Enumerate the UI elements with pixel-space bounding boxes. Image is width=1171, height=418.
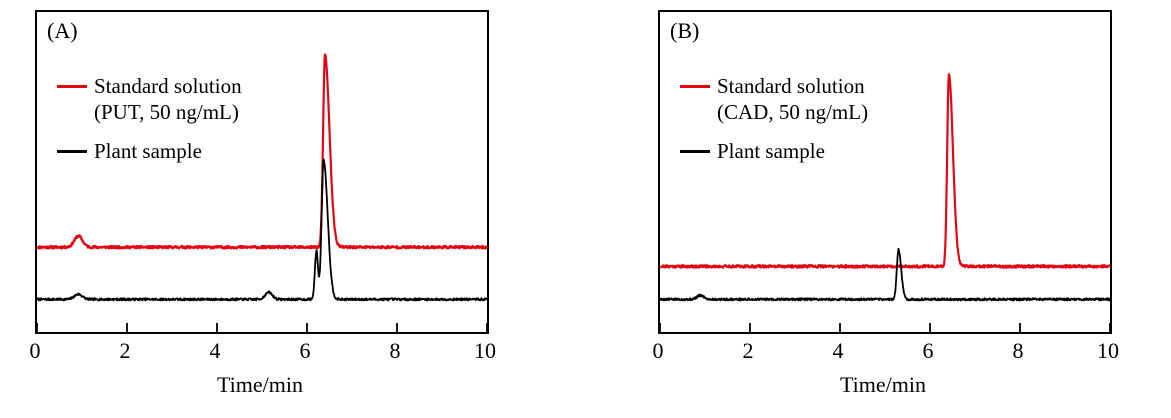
- x-tick-label: 4: [832, 338, 844, 363]
- legend-sublabel-standard: (CAD, 50 ng/mL): [717, 99, 869, 124]
- legend-item-plant: Plant sample: [57, 139, 242, 165]
- x-tick-label: 10: [474, 338, 496, 363]
- x-axis-ticks-b: 0 2 4 6 8 10: [653, 338, 1120, 366]
- x-tick-label: 2: [119, 338, 131, 363]
- plot-area-a: (A) Standard solution (PUT, 50 ng/mL) Pl…: [35, 10, 489, 334]
- legend-label-plant: Plant sample: [94, 139, 202, 164]
- x-tick-label: 0: [652, 338, 664, 363]
- panel-label-a: (A): [47, 18, 78, 43]
- x-tick-label: 8: [1012, 338, 1024, 363]
- x-tick-label: 6: [922, 338, 934, 363]
- chromatogram-svg-a: [36, 53, 489, 332]
- legend-item-standard: Standard solution (CAD, 50 ng/mL): [680, 74, 868, 125]
- legend-sublabel-standard: (PUT, 50 ng/mL): [94, 99, 239, 124]
- x-tick-label: 8: [389, 338, 401, 363]
- x-tick-label: 6: [299, 338, 311, 363]
- trace-plant-sample: [659, 247, 1111, 302]
- legend-item-plant: Plant sample: [680, 139, 868, 165]
- x-tick-label: 4: [209, 338, 221, 363]
- legend-label-standard: Standard solution: [717, 74, 865, 98]
- legend-a: Standard solution (PUT, 50 ng/mL) Plant …: [57, 74, 242, 165]
- panel-b: (B) Standard solution (CAD, 50 ng/mL) Pl…: [623, 0, 1143, 418]
- trace-standard-solution-put: [36, 53, 489, 250]
- x-axis-title-a: Time/min: [217, 372, 303, 397]
- legend-label-plant: Plant sample: [717, 139, 825, 164]
- panel-a: (A) Standard solution (PUT, 50 ng/mL) Pl…: [0, 0, 520, 418]
- x-axis-title-b: Time/min: [840, 372, 926, 397]
- plot-area-b: (B) Standard solution (CAD, 50 ng/mL) Pl…: [658, 10, 1112, 334]
- x-tick-label: 2: [742, 338, 754, 363]
- trace-plant-sample: [36, 158, 488, 302]
- x-tick-label: 0: [29, 338, 41, 363]
- legend-label-standard: Standard solution: [94, 74, 242, 98]
- x-axis-ticks-a: 0 2 4 6 8 10: [30, 338, 497, 366]
- legend-swatch-standard: [57, 85, 87, 88]
- legend-item-standard: Standard solution (PUT, 50 ng/mL): [57, 74, 242, 125]
- panel-label-b: (B): [670, 18, 700, 43]
- chromatogram-svg-b: [659, 73, 1112, 332]
- x-tick-label: 10: [1097, 338, 1119, 363]
- legend-swatch-plant: [57, 150, 87, 154]
- legend-b: Standard solution (CAD, 50 ng/mL) Plant …: [680, 74, 868, 165]
- legend-swatch-standard: [680, 85, 710, 88]
- legend-swatch-plant: [680, 150, 710, 154]
- trace-standard-solution-cad: [659, 73, 1112, 269]
